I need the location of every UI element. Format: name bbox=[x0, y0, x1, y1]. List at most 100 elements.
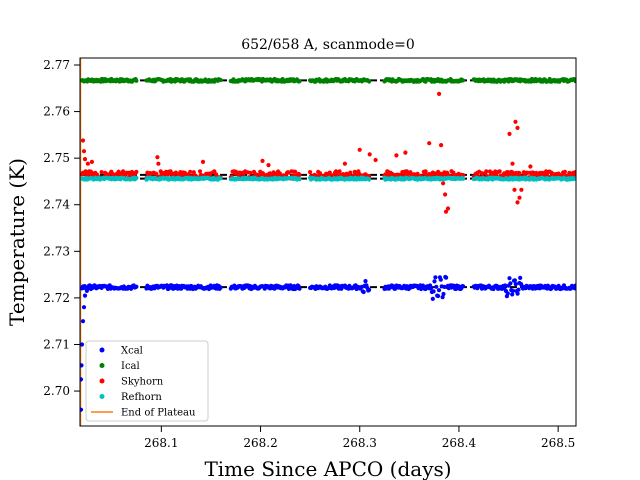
plot-frame bbox=[79, 57, 577, 427]
y-tick-label: 2.73 bbox=[43, 244, 70, 258]
series-refhorn bbox=[80, 175, 576, 182]
data-point bbox=[507, 131, 512, 136]
data-point bbox=[444, 275, 449, 280]
data-point bbox=[403, 150, 408, 155]
x-tick-label: 268.4 bbox=[442, 436, 477, 450]
data-point bbox=[408, 170, 413, 175]
y-tick-label: 2.77 bbox=[43, 58, 70, 72]
data-point bbox=[357, 147, 362, 152]
data-point bbox=[367, 177, 372, 182]
data-point bbox=[445, 206, 451, 211]
data-point bbox=[479, 171, 484, 176]
data-point bbox=[508, 281, 513, 286]
data-point bbox=[373, 157, 378, 163]
data-point bbox=[436, 288, 442, 293]
legend-item-end-of-plateau: End of Plateau bbox=[91, 408, 196, 419]
data-point bbox=[573, 79, 576, 84]
data-point bbox=[573, 176, 576, 181]
x-axis-label: Time Since APCO (days) bbox=[204, 457, 451, 480]
data-point bbox=[443, 209, 449, 214]
data-point bbox=[439, 143, 444, 148]
data-point bbox=[99, 170, 104, 175]
y-tick-label: 2.76 bbox=[43, 105, 70, 119]
data-point bbox=[433, 275, 438, 280]
legend: Xcal Ical Skyhorn Refhorn End of Plateau bbox=[85, 340, 209, 422]
data-point bbox=[134, 284, 139, 289]
legend-label: Xcal bbox=[121, 346, 143, 357]
data-point bbox=[266, 163, 271, 168]
y-tick-label: 2.75 bbox=[43, 151, 70, 165]
data-point bbox=[441, 181, 446, 186]
legend-swatch bbox=[99, 347, 105, 353]
data-point bbox=[218, 285, 223, 290]
data-point bbox=[427, 141, 432, 146]
data-point bbox=[513, 119, 518, 124]
legend-label: End of Plateau bbox=[121, 408, 196, 419]
data-point bbox=[308, 170, 313, 175]
data-point bbox=[84, 288, 89, 293]
data-point bbox=[134, 175, 139, 180]
y-tick-label: 2.71 bbox=[43, 337, 70, 351]
legend-swatch bbox=[99, 394, 105, 399]
legend-item-refhorn: Refhorn bbox=[99, 392, 162, 403]
data-point bbox=[80, 342, 85, 347]
data-point bbox=[573, 170, 576, 175]
data-point bbox=[297, 79, 302, 84]
series-ical bbox=[80, 76, 576, 84]
data-point bbox=[516, 287, 521, 292]
y-tick-label: 2.70 bbox=[43, 384, 70, 398]
data-point bbox=[361, 289, 366, 295]
y-tick-label: 2.72 bbox=[43, 291, 70, 305]
data-point bbox=[503, 283, 508, 288]
data-point bbox=[173, 170, 178, 175]
data-point bbox=[461, 284, 466, 289]
series-xcal bbox=[80, 274, 576, 412]
data-point bbox=[461, 78, 466, 83]
y-tick-label: 2.74 bbox=[43, 198, 70, 212]
data-point bbox=[89, 159, 94, 164]
data-point bbox=[200, 159, 206, 164]
data-point bbox=[505, 291, 510, 296]
data-point bbox=[423, 169, 428, 174]
data-point bbox=[342, 161, 347, 166]
data-point bbox=[188, 169, 193, 174]
data-point bbox=[562, 169, 568, 174]
data-point bbox=[327, 170, 332, 175]
x-axis: 268.1 268.2 268.3 268.4 268.5 bbox=[144, 426, 575, 450]
x-tick-label: 268.2 bbox=[243, 436, 277, 450]
data-point bbox=[515, 291, 520, 296]
data-point bbox=[155, 155, 160, 160]
legend-box bbox=[85, 340, 209, 422]
data-point bbox=[156, 161, 161, 166]
data-point bbox=[218, 176, 223, 181]
data-point bbox=[348, 170, 353, 175]
y-axis-label: Temperature (K) bbox=[5, 158, 29, 326]
data-point bbox=[80, 319, 86, 324]
data-point bbox=[80, 407, 84, 412]
plot-area bbox=[80, 58, 576, 426]
data-point bbox=[461, 176, 466, 181]
data-point bbox=[297, 177, 302, 182]
data-point bbox=[367, 287, 372, 292]
data-point bbox=[484, 169, 489, 174]
data-point bbox=[515, 200, 520, 205]
legend-label: Ical bbox=[121, 361, 140, 372]
data-point bbox=[434, 284, 439, 289]
data-point bbox=[297, 286, 302, 291]
data-point bbox=[191, 170, 196, 175]
data-point bbox=[519, 187, 524, 192]
data-point bbox=[436, 293, 441, 299]
data-point bbox=[363, 279, 368, 284]
data-point bbox=[80, 138, 86, 143]
data-point bbox=[432, 279, 437, 284]
data-point bbox=[260, 158, 265, 163]
data-point bbox=[512, 187, 517, 192]
legend-label: Refhorn bbox=[121, 392, 162, 403]
data-point bbox=[197, 169, 203, 174]
series-skyhorn bbox=[80, 91, 576, 214]
data-point bbox=[510, 292, 515, 297]
data-point bbox=[440, 295, 445, 300]
data-point bbox=[497, 169, 502, 174]
data-point bbox=[81, 149, 87, 154]
